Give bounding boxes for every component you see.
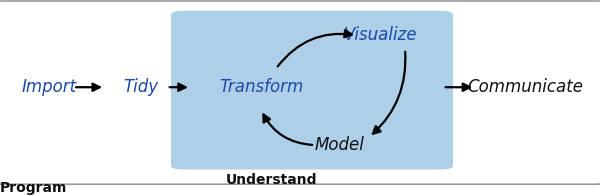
FancyBboxPatch shape xyxy=(171,11,453,170)
Text: Transform: Transform xyxy=(219,78,303,96)
FancyBboxPatch shape xyxy=(0,1,600,184)
Text: Model: Model xyxy=(314,136,364,154)
Text: Communicate: Communicate xyxy=(467,78,583,96)
Text: Program: Program xyxy=(0,181,67,195)
Text: Import: Import xyxy=(22,78,77,96)
Text: Visualize: Visualize xyxy=(344,26,418,44)
Text: Understand: Understand xyxy=(226,173,317,187)
Text: Tidy: Tidy xyxy=(124,78,158,96)
